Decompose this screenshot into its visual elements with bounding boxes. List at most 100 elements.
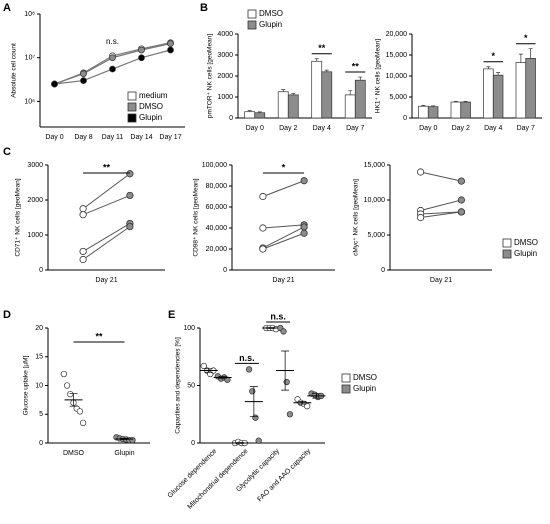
significance-label: n.s. [270, 311, 286, 321]
significance-label: ** [352, 61, 360, 71]
point [259, 192, 267, 201]
bar [515, 62, 527, 119]
y-tick-label: 0 [381, 267, 385, 274]
x-tick-label: Glupin [114, 450, 134, 457]
y-axis-label: pmTOR⁺ NK cells [geoMean] [207, 34, 214, 118]
y-tick-label: 10⁸ [24, 11, 35, 18]
point [79, 247, 87, 256]
legend-label: DMSO [259, 9, 283, 18]
y-tick-label: 4000 [217, 31, 233, 38]
error-bar [314, 58, 319, 62]
point [200, 362, 207, 370]
point [63, 382, 71, 389]
pair-line [420, 199, 462, 211]
point [138, 46, 145, 54]
annotation: n.s. [106, 37, 119, 46]
point [245, 366, 253, 373]
panel-label: B [200, 2, 208, 14]
y-tick-label: 3000 [217, 52, 233, 59]
y-tick-label: 2000 [27, 197, 43, 204]
point [457, 196, 465, 204]
y-tick-label: 0 [229, 115, 233, 122]
point [416, 213, 425, 222]
significance-label: * [282, 162, 286, 172]
error-bar [235, 442, 244, 444]
x-tick-label: Day 4 [313, 125, 331, 132]
point [252, 414, 259, 421]
point [300, 177, 308, 185]
y-tick-label: 0 [403, 115, 407, 122]
y-axis-label: Absolute cell count [11, 43, 18, 98]
x-tick-label: Day 21 [95, 277, 117, 284]
x-tick-label: Day 8 [74, 134, 92, 141]
point [457, 177, 465, 185]
error-bar [69, 393, 78, 407]
significance-label: ** [318, 43, 326, 53]
point [126, 191, 134, 200]
bar [244, 111, 256, 119]
pair-line [262, 180, 305, 197]
point [79, 205, 87, 213]
y-tick-label: 10⁷ [25, 55, 36, 62]
error-bar [358, 76, 363, 81]
error-bar [204, 368, 213, 373]
point [259, 245, 267, 253]
point [67, 390, 74, 398]
y-axis-label: CD98⁺ NK cells [geoMean] [193, 178, 200, 256]
legend-label: DMSO [514, 238, 538, 247]
point [280, 328, 287, 335]
legend-swatch [247, 20, 257, 30]
y-tick-label: 20,000 [386, 31, 408, 38]
y-axis-label: CD71⁺ NK cells [geoMean] [15, 178, 22, 256]
y-tick-label: 5,000 [389, 94, 407, 101]
point [126, 223, 134, 231]
y-tick-label: 40,000 [206, 225, 228, 232]
y-tick-label: 15,000 [386, 52, 408, 59]
pair-line [262, 226, 305, 249]
significance-label: ** [95, 331, 103, 341]
error-bar [298, 401, 307, 405]
x-tick-label: DMSO [63, 450, 85, 457]
bar [287, 94, 299, 119]
point [79, 419, 87, 427]
point [416, 168, 425, 176]
y-tick-label: 3000 [27, 162, 43, 169]
point [129, 436, 136, 444]
error-bar [267, 327, 276, 329]
x-tick-label: Day 17 [159, 134, 181, 141]
point [109, 54, 116, 62]
point [60, 370, 68, 378]
bar [321, 71, 333, 119]
y-tick-label: 10 [35, 382, 43, 389]
point [138, 54, 145, 62]
legend-label: medium [139, 91, 168, 100]
bar [492, 74, 504, 119]
legend-swatch [341, 384, 351, 394]
bar [483, 68, 494, 119]
point [304, 403, 311, 410]
legend-swatch [127, 113, 137, 123]
x-tick-label: Day 21 [430, 277, 452, 284]
y-tick-label: 0 [191, 440, 195, 447]
legend-label: Glupin [514, 249, 537, 258]
point [80, 70, 87, 78]
point [167, 46, 174, 54]
significance-label: * [524, 33, 528, 43]
pair-line [420, 211, 462, 215]
series-line [54, 43, 171, 85]
y-axis-label: cMyc⁺ NK cells [geoMean] [353, 179, 360, 256]
y-axis-label: Capacities and dependencies [%] [175, 337, 182, 434]
error-bar [218, 376, 227, 379]
pair-line [82, 194, 131, 216]
legend-swatch [341, 373, 351, 383]
legend-label: DMSO [139, 102, 163, 111]
point [283, 378, 290, 386]
bar [344, 94, 356, 119]
legend-swatch [502, 238, 512, 248]
pair-line [82, 223, 131, 252]
x-tick-label: FAO and AAO capacity [257, 447, 313, 503]
y-axis-label: Glucose uptake [µM] [23, 355, 30, 415]
y-tick-label: 1000 [27, 232, 43, 239]
point [457, 208, 465, 216]
